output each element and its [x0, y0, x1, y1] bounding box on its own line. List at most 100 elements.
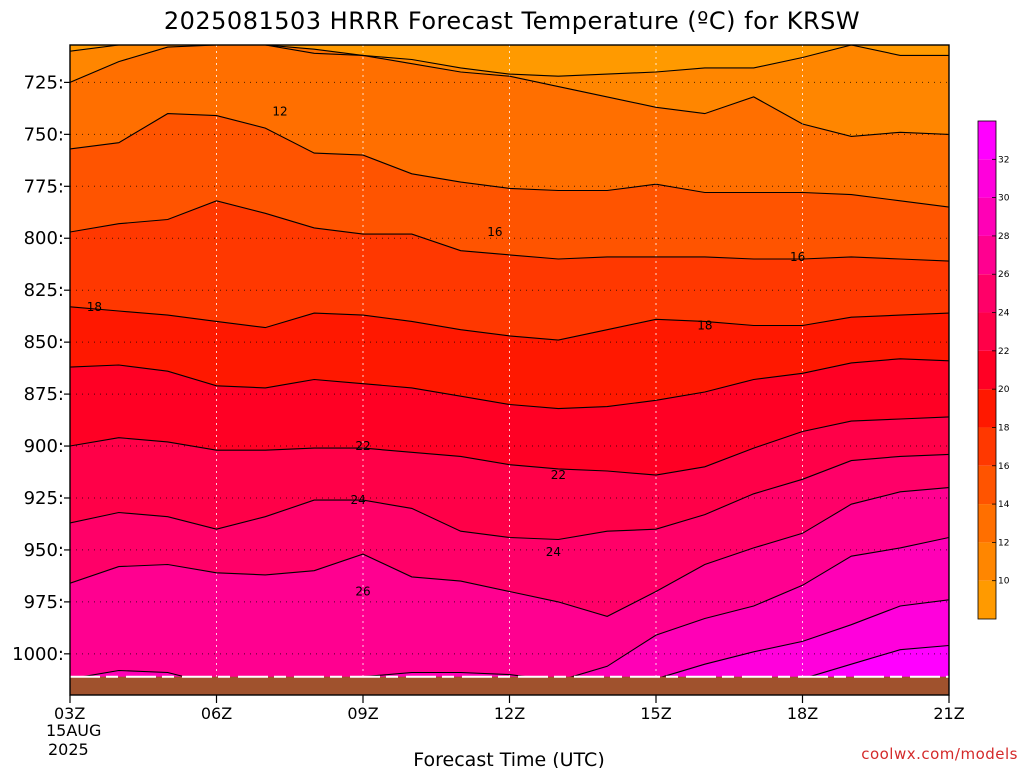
- contour-label: 18: [87, 300, 102, 314]
- x-axis-label: Forecast Time (UTC): [413, 749, 604, 768]
- contour-labels: 12 16 16 18 18 22 22 24 24 26: [87, 104, 805, 598]
- x-axis: 03Z 06Z 09Z 12Z 15Z 18Z 21Z: [54, 695, 965, 723]
- x-date-line1: 15AUG: [46, 721, 101, 740]
- colorbar-segment: [978, 235, 996, 275]
- y-tick-label: 775:: [24, 176, 64, 197]
- colorbar-segment: [978, 274, 996, 313]
- isotherm-contours: [70, 45, 949, 685]
- fill-band: [70, 599, 949, 685]
- isotherm-18: [70, 306, 949, 341]
- isotherm-22: [70, 416, 949, 476]
- fill-band: [70, 45, 949, 208]
- colorbar-frame: [977, 120, 997, 620]
- contour-label: 16: [790, 250, 805, 264]
- isotherm-10: [70, 45, 949, 77]
- fill-band: [70, 113, 949, 262]
- colorbar-tick-label: 30: [998, 194, 1010, 204]
- y-tick-label: 875:: [24, 384, 64, 405]
- x-tick-label: 09Z: [347, 704, 378, 723]
- contour-label-text: 18: [697, 319, 712, 333]
- isotherm-20: [70, 358, 949, 410]
- contour-label: 16: [487, 225, 502, 239]
- isotherm-28: [70, 536, 949, 685]
- contour-label-text: 16: [790, 250, 805, 264]
- contour-label: 22: [551, 468, 566, 482]
- ground-layer: [70, 675, 949, 695]
- isotherm-12: [70, 45, 949, 137]
- y-tick-label: 900:: [24, 436, 64, 457]
- credit-text: coolwx.com/models: [861, 745, 1018, 763]
- contour-label: 22: [355, 439, 370, 453]
- fill-band: [70, 200, 949, 341]
- contour-label: 18: [697, 319, 712, 333]
- contour-label-text: 18: [87, 300, 102, 314]
- colorbar-tick-label: 16: [998, 462, 1010, 472]
- x-tick-label: 12Z: [494, 704, 525, 723]
- colorbar-segment: [978, 580, 996, 619]
- contour-label-text: 26: [355, 584, 370, 598]
- y-tick-label: 850:: [24, 332, 64, 353]
- colorbar-tick-label: 22: [998, 347, 1009, 357]
- contour-label-text: 22: [551, 468, 566, 482]
- contour-label-text: 12: [272, 104, 287, 118]
- colorbar-segment: [978, 197, 996, 236]
- colorbar-segment: [978, 350, 996, 390]
- x-tick-label: 06Z: [201, 704, 232, 723]
- isotherm-30: [70, 599, 949, 685]
- contour-label: 12: [272, 104, 287, 118]
- contour-label: 24: [350, 493, 365, 507]
- y-tick-label: 975:: [24, 592, 64, 613]
- colorbar-segment: [978, 504, 996, 543]
- y-tick-label: 825:: [24, 280, 64, 301]
- y-tick-label: 750:: [24, 124, 64, 145]
- contour-label-text: 24: [350, 493, 365, 507]
- y-tick-label: 800:: [24, 228, 64, 249]
- x-tick-label: 15Z: [640, 704, 671, 723]
- x-tick-label: 21Z: [933, 704, 964, 723]
- colorbar-tick-label: 14: [998, 500, 1010, 510]
- fill-band: [70, 45, 949, 137]
- colorbar-tick-label: 20: [998, 385, 1010, 395]
- fill-band: [70, 358, 949, 476]
- x-date-line2: 2025: [48, 740, 89, 759]
- fill-band: [70, 537, 949, 685]
- colorbar-tick-label: 18: [998, 423, 1010, 433]
- ground-rect: [70, 676, 949, 695]
- colorbar-segment: [978, 427, 996, 466]
- contour-label-text: 24: [546, 545, 561, 559]
- contour-label-text: 22: [355, 439, 370, 453]
- contour-label: 24: [546, 545, 561, 559]
- gridlines: [70, 45, 949, 685]
- isotherm-14: [70, 113, 949, 208]
- colorbar-tick-label: 28: [998, 232, 1010, 242]
- colorbar-tick-label: 10: [998, 577, 1010, 587]
- colorbar-segment: [978, 389, 996, 428]
- y-tick-label: 925:: [24, 488, 64, 509]
- isotherm-26: [70, 487, 949, 617]
- colorbar-tick-label: 24: [998, 309, 1010, 319]
- colorbar-segment: [978, 159, 996, 198]
- y-axis: 725: 750: 775: 800: 825: 850: 875: 900: 925: 950:…: [12, 72, 70, 665]
- colorbar-segment: [978, 312, 996, 351]
- y-tick-label: 725:: [24, 72, 64, 93]
- chart-title: 2025081503 HRRR Forecast Temperature (ºC…: [164, 7, 860, 35]
- contour-label-text: 16: [487, 225, 502, 239]
- fill-band: [70, 454, 949, 617]
- colorbar-tick-label: 12: [998, 538, 1009, 548]
- contour-label: 26: [355, 584, 370, 598]
- colorbar-segment: [978, 465, 996, 505]
- colorbar: 10 12 14 16 18 20 22 24 26 28 30 32: [977, 120, 1010, 620]
- x-tick-label: 03Z: [54, 704, 85, 723]
- y-tick-label: 1000:: [12, 644, 64, 665]
- x-tick-label: 18Z: [787, 704, 818, 723]
- colorbar-segment: [978, 121, 996, 160]
- colorbar-tick-label: 32: [998, 155, 1009, 165]
- y-tick-label: 950:: [24, 540, 64, 561]
- fill-band: [70, 487, 949, 685]
- colorbar-segment: [978, 542, 996, 581]
- isotherm-16: [70, 200, 949, 262]
- isotherm-24: [70, 453, 949, 541]
- colorbar-tick-label: 26: [998, 270, 1010, 280]
